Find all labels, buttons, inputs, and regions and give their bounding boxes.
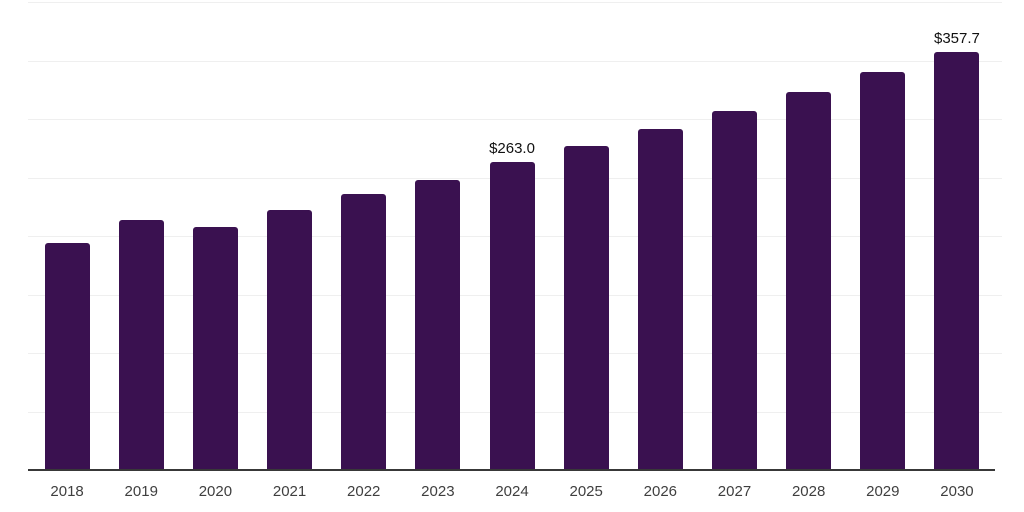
x-tick-label-2021: 2021 — [272, 483, 307, 500]
bar-cell-2020 — [178, 2, 252, 470]
bar-2022 — [341, 194, 387, 470]
bar-cell-2026 — [623, 2, 697, 470]
bar-2023 — [415, 179, 461, 470]
x-tick-label-2029: 2029 — [866, 483, 900, 500]
x-tick-label-2027: 2027 — [717, 483, 752, 500]
gridline-300 — [28, 119, 1002, 120]
bar-cell-2029 — [846, 2, 920, 470]
gridline-400 — [28, 2, 1002, 3]
bar-2029 — [860, 72, 906, 470]
x-tick-label-2030: 2030 — [940, 483, 974, 500]
x-tick-label-2019: 2019 — [124, 483, 158, 500]
x-tick-label-2025: 2025 — [569, 483, 603, 500]
bars-row: $263.0 $357.7 — [30, 2, 994, 470]
x-tick-label-2018: 2018 — [50, 483, 84, 500]
bar-cell-2027 — [697, 2, 771, 470]
bar-cell-2019 — [104, 2, 178, 470]
x-tick-label-2028: 2028 — [791, 483, 826, 500]
plot-area: $263.0 $357.7 — [28, 2, 1002, 471]
bar-cell-2024: $263.0 — [475, 2, 549, 470]
x-tick-label-2024: 2024 — [495, 483, 529, 500]
x-tick-label-2026: 2026 — [643, 483, 678, 500]
x-tick-label-2020: 2020 — [198, 483, 233, 500]
x-tick-label-2022: 2022 — [347, 483, 381, 500]
bar-2027 — [711, 111, 757, 470]
bar-cell-2018 — [30, 2, 104, 470]
bar-2021 — [267, 209, 313, 470]
x-tick-label-2023: 2023 — [421, 483, 455, 500]
gridline-350 — [28, 60, 1002, 62]
bar-2018 — [44, 243, 90, 470]
bar-cell-2025 — [549, 2, 623, 470]
x-axis-line — [28, 469, 995, 471]
bar-cell-2023 — [401, 2, 475, 470]
x-axis-labels: 2018 2019 2020 2021 2022 2023 2024 2025 2026 2027… — [30, 470, 994, 501]
bar-2024 — [489, 162, 535, 470]
bar-2028 — [786, 92, 832, 470]
bar-cell-2028 — [772, 2, 846, 470]
bar-2020 — [192, 227, 238, 470]
bar-cell-2022 — [327, 2, 401, 470]
value-label-2024: $263.0 — [489, 140, 535, 158]
bar-2025 — [563, 146, 609, 470]
bar-2030 — [934, 51, 980, 470]
bar-cell-2021 — [252, 2, 326, 470]
bar-2026 — [637, 129, 683, 470]
bar-2019 — [118, 220, 164, 470]
bar-cell-2030: $357.7 — [920, 2, 994, 470]
value-label-2030: $357.7 — [934, 29, 980, 47]
